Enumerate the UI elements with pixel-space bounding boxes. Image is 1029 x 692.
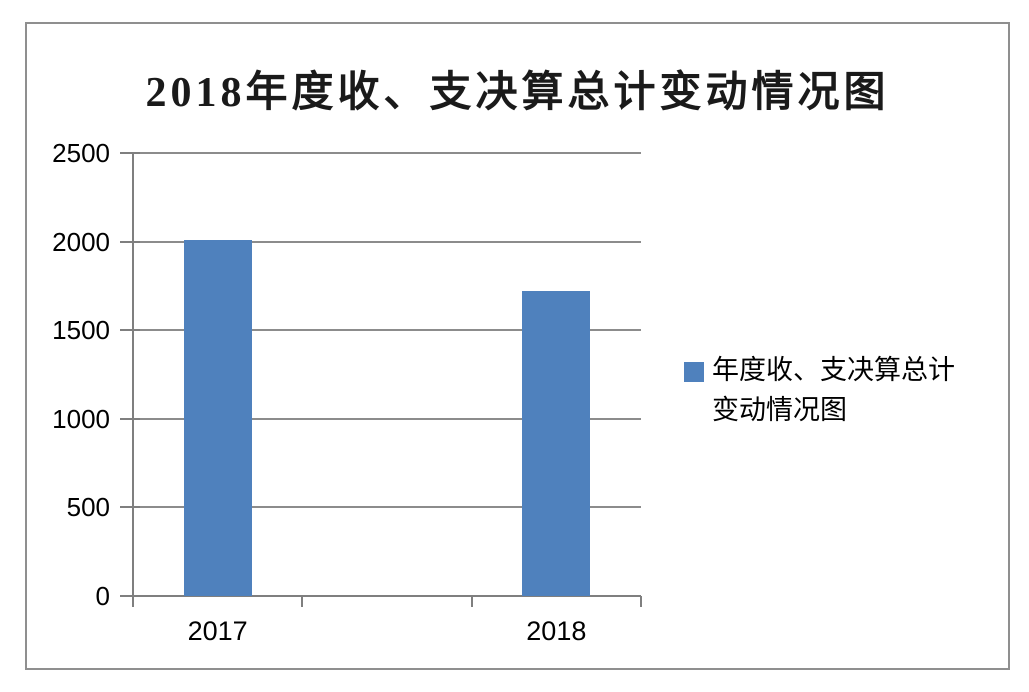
legend-marker-icon — [684, 362, 704, 382]
chart-title: 2018年度收、支决算总计变动情况图 — [145, 70, 890, 116]
chart-border-frame — [25, 22, 1010, 670]
legend-series-label: 年度收、支决算总计变动情况图 — [712, 355, 955, 425]
legend: 年度收、支决算总计变动情况图 — [684, 350, 990, 430]
